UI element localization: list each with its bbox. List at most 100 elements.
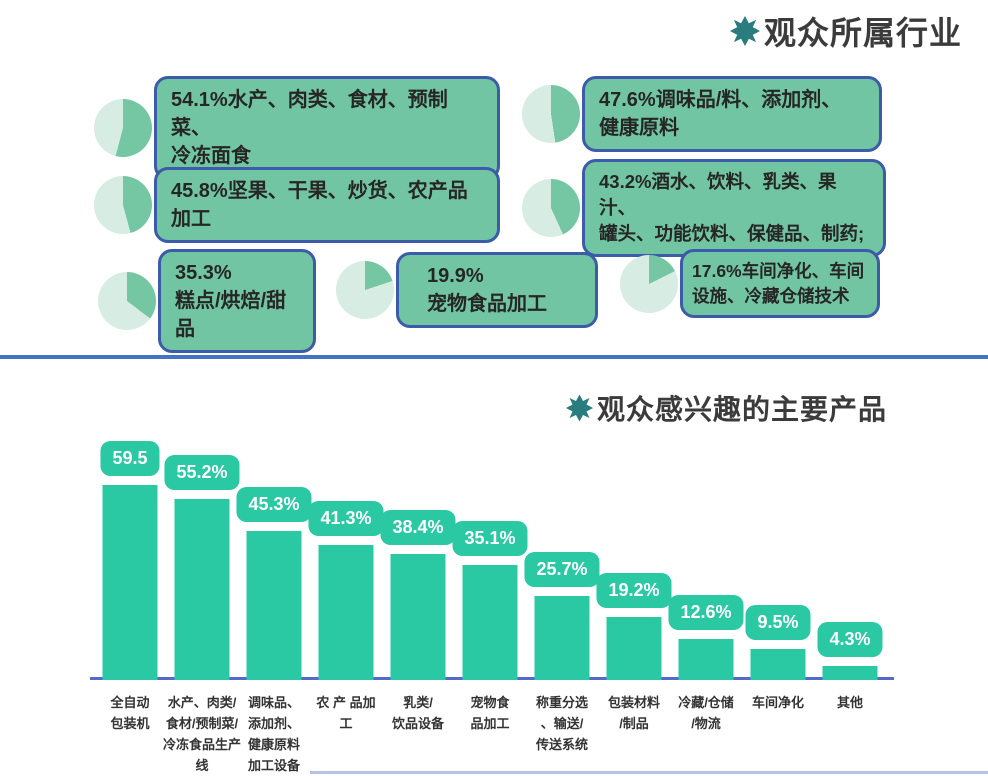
bar-column: 25.7% 称重分选、输送/传送系统: [524, 432, 600, 752]
bottom-border-line: [310, 771, 988, 774]
industry-item: 35.3% 糕点/烘焙/甜品: [98, 249, 316, 353]
bar-column: 9.5% 车间净化: [742, 432, 814, 710]
bar: [318, 545, 374, 680]
value-badge: 35.1%: [452, 521, 528, 556]
section2-title: 观众感兴趣的主要产品: [566, 388, 887, 428]
industry-label-line: 19.9%: [427, 265, 484, 287]
value-badge: 9.5%: [745, 605, 811, 640]
bar-column: 12.6% 冷藏/仓储/物流: [668, 432, 744, 731]
star-icon: [729, 16, 760, 46]
pie-chart-icon: [620, 254, 678, 313]
category-label-line: 品加工: [470, 716, 510, 731]
pie-chart-icon: [94, 176, 152, 234]
industry-label-line: 健康原料: [599, 117, 679, 139]
category-label-line: 、输送/: [540, 716, 584, 731]
category-label: 冷藏/仓储/物流: [660, 692, 752, 734]
pie-chart-icon: [336, 261, 394, 319]
category-label: 调味品、添加剂、健康原料加工设备: [228, 692, 320, 776]
category-label-line: 工: [339, 716, 353, 731]
industry-label-box: 43.2%酒水、饮料、乳类、果汁、 罐头、功能饮料、保健品、制药;: [582, 159, 886, 257]
category-label-line: 冷冻食品生产: [162, 737, 241, 752]
category-label: 车间净化: [732, 692, 824, 713]
industry-label-box: 35.3% 糕点/烘焙/甜品: [158, 249, 316, 353]
industry-label-line: 45.8%坚果、干果、炒货、农产品加工: [171, 180, 468, 230]
category-label: 水产、肉类/食材/预制菜/冷冻食品生产线: [156, 692, 248, 776]
industry-label-box: 19.9% 宠物食品加工: [396, 252, 598, 328]
category-label-line: 全自动: [110, 695, 150, 710]
industry-label-line: 47.6%调味品/料、添加剂、: [599, 89, 842, 111]
category-label-line: 称重分选: [535, 695, 588, 710]
category-label-line: 调味品、: [247, 695, 300, 710]
bar: [822, 666, 878, 680]
bar-column: 55.2% 水产、肉类/食材/预制菜/冷冻食品生产线: [163, 432, 241, 773]
pie-chart-icon: [522, 178, 580, 237]
industry-label-line: 设施、冷藏仓储技术: [692, 285, 850, 306]
section1-title-text: 观众所属行业: [763, 15, 962, 51]
category-label-line: 包装材料: [607, 695, 660, 710]
category-label-line: /物流: [691, 716, 721, 731]
bar-column: 45.3% 调味品、 添加剂、 健康原料 加工设备: [236, 432, 312, 773]
category-label-line: /制品: [619, 716, 649, 731]
industry-label-line: 17.6%车间净化、车间: [692, 261, 865, 281]
bar-column: 38.4% 乳类/饮品设备: [380, 432, 456, 731]
value-badge: 59.5: [100, 441, 160, 476]
category-label-line: 食材/预制菜/: [165, 716, 239, 731]
industry-item: 47.6%调味品/料、添加剂、 健康原料: [522, 76, 882, 152]
value-badge: 19.2%: [596, 573, 672, 608]
industry-label-line: 冷冻面食: [171, 145, 251, 167]
bar: [534, 596, 590, 680]
bar-column: 35.1% 宠物食品加工: [452, 432, 528, 731]
bar: [246, 531, 302, 680]
value-badge: 4.3%: [817, 622, 883, 657]
bar: [462, 565, 518, 680]
value-badge: 25.7%: [524, 552, 600, 587]
category-label: 其他: [804, 692, 896, 713]
category-label-line: 其他: [836, 695, 863, 710]
bar-chart: 59.5 全自动 包装机 55.2% 水产、肉类/食材/预制菜/冷冻食品生产线 45.3%…: [90, 432, 894, 773]
industry-label-line: 罐头、功能饮料、保健品、制药;: [599, 222, 865, 244]
industry-item: 17.6%车间净化、车间 设施、冷藏仓储技术: [620, 249, 880, 318]
industry-label-line: 宠物食品加工: [427, 293, 547, 315]
category-label: 称重分选、输送/传送系统: [516, 692, 608, 755]
industry-label-box: 17.6%车间净化、车间 设施、冷藏仓储技术: [680, 249, 880, 318]
pie-chart-icon: [94, 99, 152, 157]
category-label-line: 饮品设备: [391, 716, 444, 731]
category-label-line: 冷藏/仓储: [678, 695, 734, 710]
category-label-line: 添加剂、: [247, 716, 300, 731]
section2-title-text: 观众感兴趣的主要产品: [597, 394, 888, 425]
category-label-line: 健康原料: [247, 737, 300, 752]
industry-label-box: 54.1%水产、肉类、食材、预制菜、冷冻面食: [154, 76, 500, 180]
bar-column: 59.5 全自动 包装机: [94, 432, 166, 731]
category-label-line: 车间净化: [751, 695, 804, 710]
industry-label-line: 54.1%水产、肉类、食材、预制菜、: [171, 89, 448, 139]
industry-label-line: 糕点/烘焙/甜品: [175, 290, 287, 340]
category-label: 全自动 包装机: [84, 692, 176, 734]
star-icon: [566, 394, 593, 422]
category-label-line: 加工设备: [247, 758, 300, 773]
category-label: 宠物食 品加工: [444, 692, 536, 734]
bar: [174, 499, 230, 680]
bar-column: 19.2% 包装材料/制品: [596, 432, 672, 731]
category-label-line: 线: [195, 758, 209, 773]
category-label: 乳类/饮品设备: [372, 692, 464, 734]
category-label-line: 水产、肉类/: [167, 695, 237, 710]
industry-label-line: 35.3%: [175, 262, 232, 284]
section1-title: 观众所属行业: [729, 8, 962, 54]
bar: [750, 649, 806, 680]
bar-column: 4.3% 其他: [814, 432, 886, 710]
section-divider: [0, 355, 988, 359]
bar: [678, 639, 734, 680]
category-label-line: 传送系统: [535, 737, 588, 752]
value-badge: 41.3%: [308, 501, 384, 536]
pie-chart-icon: [98, 272, 156, 330]
industry-item: 54.1%水产、肉类、食材、预制菜、冷冻面食: [94, 76, 500, 180]
industry-item: 19.9% 宠物食品加工: [336, 252, 598, 328]
industry-item: 43.2%酒水、饮料、乳类、果汁、 罐头、功能饮料、保健品、制药;: [522, 159, 886, 257]
value-badge: 12.6%: [668, 595, 744, 630]
bar: [606, 617, 662, 680]
category-label-line: 宠物食: [470, 695, 510, 710]
industry-item: 45.8%坚果、干果、炒货、农产品加工: [94, 167, 500, 243]
category-label: 包装材料/制品: [588, 692, 680, 734]
industry-label-box: 45.8%坚果、干果、炒货、农产品加工: [154, 167, 500, 243]
